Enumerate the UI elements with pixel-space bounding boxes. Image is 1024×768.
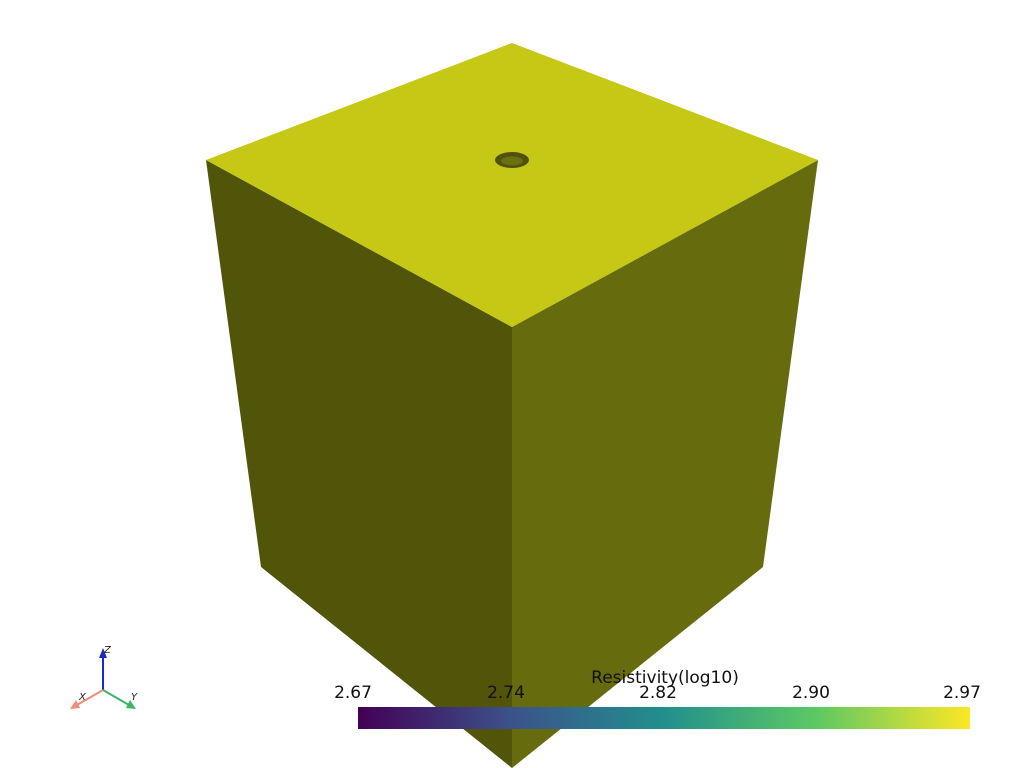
scalar-bar-title: Resistivity(log10) — [591, 668, 739, 688]
borehole-inner — [501, 156, 523, 166]
scalar-bar-tick-label: 2.97 — [943, 683, 981, 703]
scalar-bar-tick-label: 2.82 — [639, 683, 677, 703]
scalar-bar-tick-label: 2.67 — [334, 683, 372, 703]
scalar-bar-tick-label: 2.74 — [487, 683, 525, 703]
x-axis-label: X — [79, 692, 86, 703]
y-axis-label: Y — [131, 692, 138, 703]
scalar-bar-colormap — [358, 707, 970, 729]
box-top-face — [206, 43, 818, 327]
y-axis-line — [102, 689, 130, 706]
orientation-axes-widget[interactable] — [70, 648, 136, 709]
x-axis-line — [76, 689, 104, 706]
box-right-face — [512, 160, 818, 768]
z-axis-label: Z — [104, 645, 111, 656]
box-left-face — [206, 160, 512, 768]
x-axis-arrow-icon — [70, 700, 80, 709]
z-axis-arrow-icon — [99, 648, 107, 658]
y-axis-arrow-icon — [126, 700, 136, 709]
scalar-bar-tick-label: 2.90 — [792, 683, 830, 703]
